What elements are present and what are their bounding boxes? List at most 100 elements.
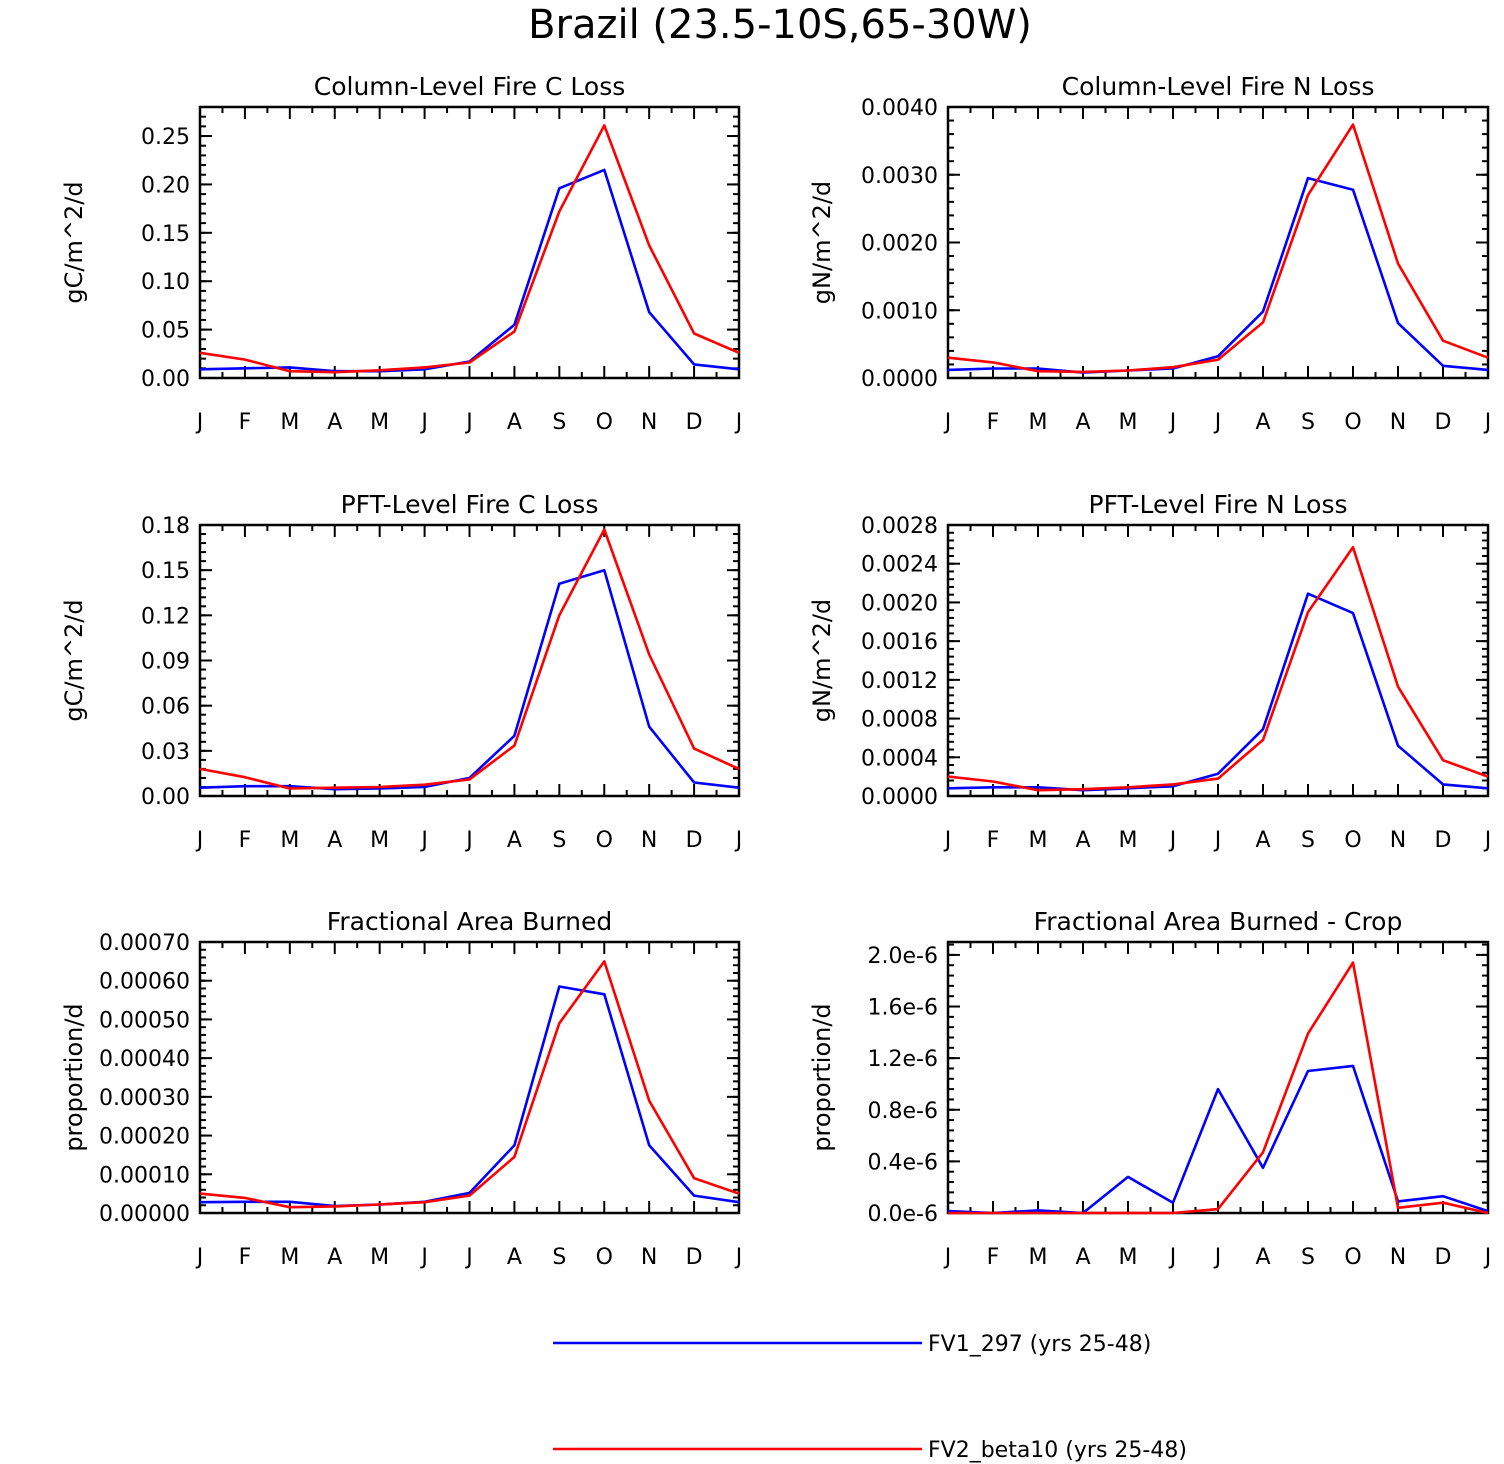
y-tick-label: 0.10 xyxy=(141,270,190,295)
x-tick-label: J xyxy=(464,1245,473,1270)
x-tick-label: J xyxy=(1483,1245,1492,1270)
y-tick-label: 0.0000 xyxy=(861,785,938,810)
y-axis-label: gN/m^2/d xyxy=(808,181,836,304)
x-tick-label: J xyxy=(464,410,473,435)
x-tick-label: A xyxy=(1075,1245,1090,1270)
x-tick-label: S xyxy=(552,828,566,853)
x-tick-label: M xyxy=(370,828,389,853)
series-line-fv2 xyxy=(948,961,1489,1215)
y-tick-label: 0.0028 xyxy=(861,514,938,539)
x-tick-label: M xyxy=(1119,1245,1138,1270)
x-tick-label: J xyxy=(464,828,473,853)
y-tick-label: 2.0e-6 xyxy=(868,944,938,969)
panel-title: Fractional Area Burned xyxy=(327,907,612,936)
x-tick-label: F xyxy=(239,410,252,435)
x-tick-label: F xyxy=(987,828,1000,853)
y-tick-label: 0.0012 xyxy=(861,669,938,694)
x-tick-label: J xyxy=(1168,828,1177,853)
y-tick-label: 0.25 xyxy=(141,125,190,150)
x-tick-label: O xyxy=(596,828,613,853)
y-tick-label: 0.00070 xyxy=(99,931,190,956)
chart-panel-1: Column-Level Fire C Loss gC/m^2/d J F M A M J J A… xyxy=(60,72,742,435)
chart-panel-2: Column-Level Fire N Loss gN/m^2/d J F M A M J J A… xyxy=(808,72,1491,435)
panel-title: Column-Level Fire N Loss xyxy=(1062,72,1375,101)
x-tick-label: F xyxy=(987,1245,1000,1270)
y-tick-label: 0.09 xyxy=(141,650,190,675)
x-tick-label: D xyxy=(686,828,703,853)
y-tick-label: 0.8e-6 xyxy=(868,1099,938,1124)
x-tick-label: A xyxy=(507,828,522,853)
x-tick-label: N xyxy=(1390,1245,1406,1270)
x-tick-label: S xyxy=(552,1245,566,1270)
series-line-fv2 xyxy=(947,545,1489,792)
x-tick-label: N xyxy=(1390,828,1406,853)
x-tick-label: D xyxy=(686,1245,703,1270)
y-tick-label: 0.00010 xyxy=(99,1163,190,1188)
panel-title: Fractional Area Burned - Crop xyxy=(1034,907,1403,936)
series-line-fv2 xyxy=(199,124,740,374)
x-tick-label: A xyxy=(327,410,342,435)
x-tick-label: N xyxy=(641,1245,657,1270)
series-line-fv1 xyxy=(947,176,1489,374)
x-tick-label: M xyxy=(1119,828,1138,853)
x-tick-label: N xyxy=(1390,410,1406,435)
series-line-fv1 xyxy=(199,568,740,791)
y-tick-label: 0.00060 xyxy=(99,970,190,995)
y-tick-label: 0.20 xyxy=(141,173,190,198)
x-tick-label: M xyxy=(1029,1245,1048,1270)
series-line-fv1 xyxy=(947,1064,1489,1215)
y-axis-label: proportion/d xyxy=(60,1003,88,1151)
y-tick-label: 0.4e-6 xyxy=(868,1150,938,1175)
y-tick-label: 0.0016 xyxy=(861,630,938,655)
x-tick-label: A xyxy=(1255,1245,1270,1270)
x-tick-label: S xyxy=(1301,410,1315,435)
y-tick-label: 0.0008 xyxy=(861,708,938,733)
y-tick-label: 0.00040 xyxy=(99,1047,190,1072)
x-tick-label: D xyxy=(1435,410,1452,435)
x-tick-label: O xyxy=(1344,1245,1361,1270)
x-tick-label: J xyxy=(1213,1245,1222,1270)
series-line-fv2 xyxy=(947,123,1489,374)
x-tick-label: F xyxy=(239,828,252,853)
y-tick-label: 0.00000 xyxy=(99,1202,190,1227)
y-tick-label: 0.0024 xyxy=(861,553,938,578)
panel-title: Column-Level Fire C Loss xyxy=(314,72,626,101)
x-tick-label: J xyxy=(1213,410,1222,435)
x-tick-label: J xyxy=(943,1245,952,1270)
y-tick-label: 0.0030 xyxy=(861,164,938,189)
x-tick-label: O xyxy=(596,410,613,435)
plot-frame xyxy=(946,523,1490,798)
x-tick-label: M xyxy=(370,1245,389,1270)
x-tick-label: M xyxy=(280,410,299,435)
y-axis-label: gC/m^2/d xyxy=(60,599,88,721)
y-axis-label: gC/m^2/d xyxy=(60,181,88,303)
x-tick-label: J xyxy=(195,1245,204,1270)
series-line-fv1 xyxy=(199,168,740,373)
x-tick-label: D xyxy=(686,410,703,435)
x-tick-label: M xyxy=(1029,828,1048,853)
y-tick-label: 0.00 xyxy=(141,785,190,810)
y-tick-label: 0.0020 xyxy=(861,591,938,616)
chart-panel-3: PFT-Level Fire C Loss gC/m^2/d J F M A M J J A S O N… xyxy=(60,490,742,853)
y-tick-label: 0.15 xyxy=(141,559,190,584)
x-tick-label: J xyxy=(943,828,952,853)
y-tick-label: 0.12 xyxy=(141,604,190,629)
series-line-fv2 xyxy=(199,960,740,1209)
x-tick-label: O xyxy=(596,1245,613,1270)
x-tick-label: J xyxy=(1168,410,1177,435)
chart-panel-4: PFT-Level Fire N Loss gN/m^2/d J F M A M J J A S O N… xyxy=(808,490,1491,853)
y-tick-label: 0.0010 xyxy=(861,299,938,324)
plot-frame xyxy=(198,105,741,380)
y-tick-label: 1.6e-6 xyxy=(868,996,938,1021)
x-tick-label: D xyxy=(1435,1245,1452,1270)
x-tick-label: F xyxy=(239,1245,252,1270)
x-tick-label: F xyxy=(987,410,1000,435)
x-tick-label: M xyxy=(1029,410,1048,435)
x-tick-label: M xyxy=(1119,410,1138,435)
y-tick-label: 0.15 xyxy=(141,222,190,247)
series-line-fv1 xyxy=(199,985,740,1208)
series-line-fv1 xyxy=(947,592,1489,792)
x-tick-label: J xyxy=(195,828,204,853)
x-tick-label: N xyxy=(641,410,657,435)
